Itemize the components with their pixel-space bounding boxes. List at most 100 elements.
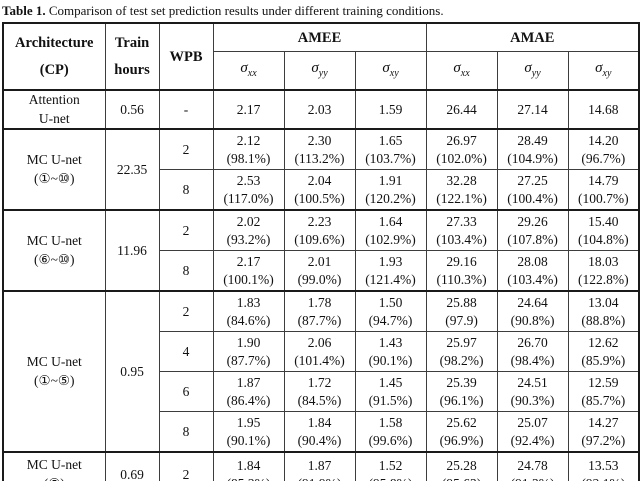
metric-value: 2.53 [236, 172, 261, 188]
arch-variant: (①~⑤) [34, 373, 75, 388]
metric-percent: (102.0%) [436, 150, 487, 166]
value-cell: 27.33 (103.4%) [425, 209, 498, 251]
metric-percent: (101.4%) [294, 352, 345, 368]
value-cell: 25.62 (96.9%) [425, 411, 498, 453]
metric-percent: (90.3%) [510, 392, 555, 408]
value-cell: 1.52 (95.8%) [354, 451, 427, 481]
table-row: 6 1.87 (86.4%) 1.72 (84.5%) 1.45 (91.5%) 25… [3, 371, 640, 412]
metric-value: 1.83 [236, 294, 261, 310]
value-cell: 12.59 (85.7%) [567, 371, 640, 412]
sigma-subscript: xx [460, 67, 470, 79]
value-cell: 14.20 (96.7%) [567, 128, 640, 170]
metric-value: 2.02 [236, 213, 261, 229]
metric-percent: (95.63) [427, 475, 496, 481]
value-cell: 14.68 [567, 89, 640, 130]
table-row: MC U-net (①~⑩) 22.35 2 2.12 (98.1%) 2.30 (… [2, 128, 640, 211]
results-table: Architecture (CP) Train hours WPB AMEE A… [2, 22, 640, 481]
header-train-line2: hours [114, 62, 150, 78]
train-hours-cell: 0.69 [104, 451, 160, 481]
metric-value: 2.17 [236, 101, 261, 117]
value-cell: 25.07 (92.4%) [496, 411, 569, 453]
value-cell: 24.64 (90.8%) [496, 290, 569, 332]
train-hours-cell: 22.35 [104, 128, 160, 211]
sigma-symbol: σ [240, 59, 248, 76]
metric-value: 1.84 [236, 457, 261, 473]
header-amee-sigma-xy: σxy [354, 51, 427, 91]
table-row: Attention U-net 0.56 - 2.17 2.03 1.59 26… [2, 89, 640, 130]
metric-value: 12.62 [588, 334, 619, 350]
metric-percent: (122.1%) [436, 190, 487, 206]
arch-name: MC U-net [26, 457, 82, 472]
metric-value: 27.25 [517, 172, 548, 188]
metric-value: 24.78 [517, 457, 548, 473]
value-cell: 1.72 (84.5%) [283, 371, 356, 412]
metric-value: 14.68 [588, 101, 619, 117]
table-caption: Table 1. Comparison of test set predicti… [0, 0, 640, 22]
value-cell: 27.14 [496, 89, 569, 130]
metric-value: 25.07 [517, 414, 548, 430]
metric-percent: (110.3%) [436, 271, 487, 287]
value-cell: 12.62 (85.9%) [567, 331, 640, 372]
value-cell: 28.08 (103.4%) [496, 250, 569, 292]
metric-value: 28.08 [517, 253, 548, 269]
metric-value: 14.27 [588, 414, 619, 430]
metric-value: 1.78 [307, 294, 332, 310]
metric-percent: (100.5%) [294, 190, 345, 206]
metric-percent: (85.9%) [581, 352, 626, 368]
wpb-cell: 2 [158, 209, 214, 251]
metric-value: 25.97 [446, 334, 477, 350]
value-cell: 2.12 (98.1%) [212, 128, 285, 170]
metric-value: 2.06 [307, 334, 332, 350]
header-amae-sigma-xx: σxx [425, 51, 498, 91]
metric-percent: (100.4%) [507, 190, 558, 206]
table-row: 8 2.53 (117.0%) 2.04 (100.5%) 1.91 (120.2%)… [3, 169, 640, 211]
metric-value: 1.43 [378, 334, 403, 350]
sigma-symbol: σ [595, 59, 603, 76]
value-cell: 2.04 (100.5%) [283, 169, 356, 211]
metric-value: 1.91 [378, 172, 403, 188]
arch-variant: (⑥~⑩) [34, 252, 75, 267]
metric-value: 28.49 [517, 132, 548, 148]
metric-value: 26.97 [446, 132, 477, 148]
arch-cell: MC U-net (⑤) [2, 451, 106, 481]
header-wpb: WPB [158, 22, 214, 91]
arch-cell: MC U-net (①~⑩) [2, 128, 106, 211]
metric-value: 2.01 [307, 253, 332, 269]
metric-percent: (98.4%) [510, 352, 555, 368]
metric-percent: (95.8%) [356, 475, 425, 481]
metric-value: 1.93 [378, 253, 403, 269]
metric-percent: (94.7%) [368, 312, 413, 328]
metric-percent: (103.7%) [365, 150, 416, 166]
value-cell: 2.17 [212, 89, 285, 130]
train-hours-cell: 0.95 [104, 290, 160, 453]
sigma-subscript: xy [389, 67, 399, 79]
metric-value: 1.72 [307, 374, 332, 390]
value-cell: 27.25 (100.4%) [496, 169, 569, 211]
metric-value: 18.03 [588, 253, 619, 269]
sigma-subscript: xy [602, 67, 612, 79]
sigma-symbol: σ [311, 59, 319, 76]
metric-percent: (109.6%) [294, 231, 345, 247]
metric-percent: (92.4%) [510, 432, 555, 448]
metric-percent: (90.4%) [297, 432, 342, 448]
metric-percent: (84.5%) [297, 392, 342, 408]
metric-percent: (87.7%) [226, 352, 271, 368]
metric-value: 1.95 [236, 414, 261, 430]
table-caption-text: Comparison of test set prediction result… [45, 3, 444, 18]
value-cell: 1.83 (84.6%) [212, 290, 285, 332]
value-cell: 1.84 (85.2%) [212, 451, 285, 481]
metric-percent: (100.7%) [577, 190, 629, 206]
metric-value: 14.20 [588, 132, 619, 148]
value-cell: 24.78 (91.3%) [496, 451, 569, 481]
value-cell: 2.03 [283, 89, 356, 130]
value-cell: 2.53 (117.0%) [212, 169, 285, 211]
table-row: MC U-net (⑤) 0.69 2 1.84 (85.2%) 1.87 (91.… [2, 451, 640, 481]
value-cell: 2.02 (93.2%) [212, 209, 285, 251]
metric-value: 2.23 [307, 213, 332, 229]
metric-percent: (93.2%) [226, 231, 271, 247]
train-hours-cell: 0.56 [104, 89, 160, 130]
wpb-cell: 6 [158, 371, 214, 412]
value-cell: 18.03 (122.8%) [567, 250, 640, 292]
value-cell: 14.79 (100.7%) [567, 169, 640, 211]
metric-percent: (102.9%) [365, 231, 416, 247]
